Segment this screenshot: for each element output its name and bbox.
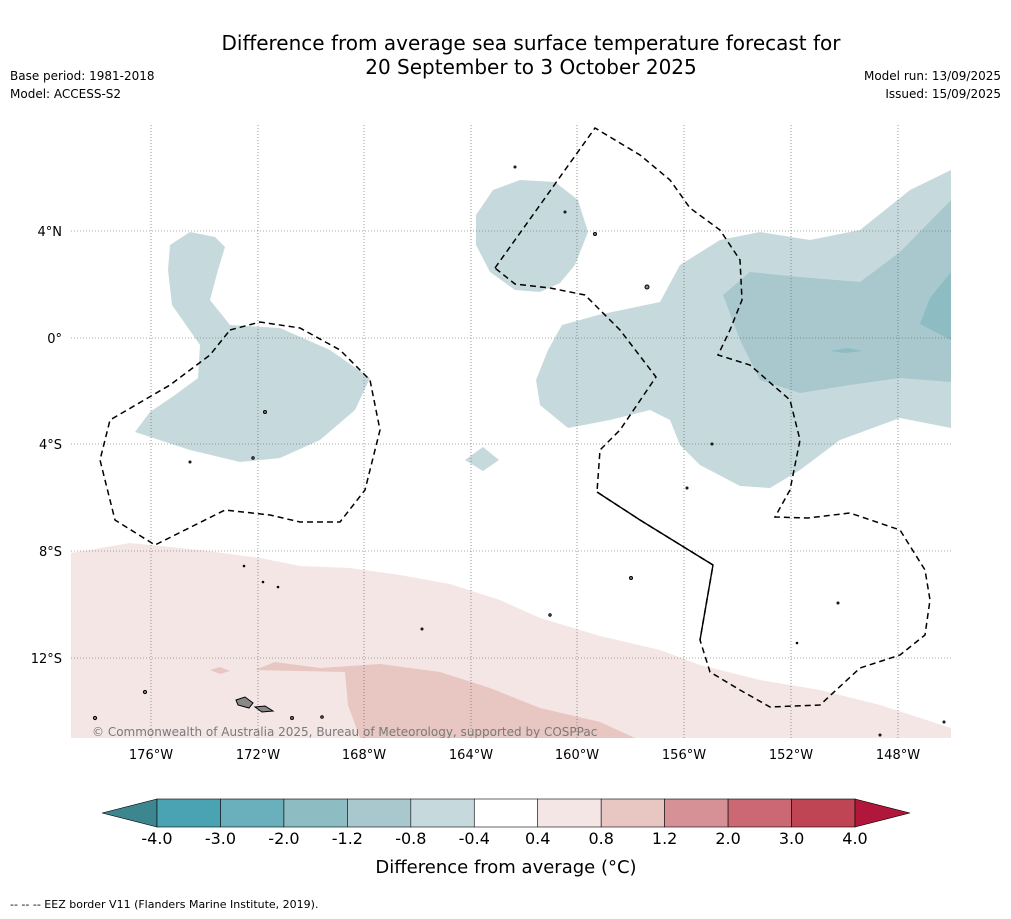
colorbar-swatch bbox=[664, 798, 729, 828]
colorbar-swatch bbox=[220, 798, 285, 828]
longitude-label: 148°W bbox=[876, 748, 920, 763]
longitude-label: 172°W bbox=[236, 748, 280, 763]
colorbar-tick-label: -0.8 bbox=[395, 829, 426, 848]
map-plot-area: © Commonwealth of Australia 2025, Bureau… bbox=[71, 125, 951, 739]
colorbar-tick-label: -3.0 bbox=[205, 829, 236, 848]
latitude-label: 12°S bbox=[31, 652, 62, 667]
base-period: Base period: 1981-2018 bbox=[10, 69, 155, 83]
colorbar-under-arrow bbox=[101, 798, 158, 828]
latitude-label: 4°N bbox=[38, 225, 63, 240]
colorbar-swatch bbox=[791, 798, 856, 828]
longitude-label: 168°W bbox=[342, 748, 386, 763]
meta-left: Base period: 1981-2018 Model: ACCESS-S2 bbox=[10, 67, 155, 103]
longitude-labels: 176°W 172°W 168°W 164°W 160°W 156°W 152°W 148°W bbox=[129, 748, 920, 763]
title-line-1: Difference from average sea surface temp… bbox=[221, 31, 841, 55]
island-savaii bbox=[235, 696, 254, 709]
colorbar-tick-label: -1.2 bbox=[332, 829, 363, 848]
longitude-label: 164°W bbox=[449, 748, 493, 763]
colorbar-tick-label: 0.8 bbox=[588, 829, 613, 848]
colorbar-tick-label: 4.0 bbox=[842, 829, 867, 848]
colorbar-tick-label: 2.0 bbox=[715, 829, 740, 848]
cool-anomaly-region-west bbox=[135, 232, 370, 462]
colorbar-swatch bbox=[537, 798, 602, 828]
longitude-label: 152°W bbox=[769, 748, 813, 763]
map-canvas: © Commonwealth of Australia 2025, Bureau… bbox=[31, 125, 951, 878]
longitude-label: 156°W bbox=[662, 748, 706, 763]
title-line-2: 20 September to 3 October 2025 bbox=[365, 55, 697, 79]
meta-right: Model run: 13/09/2025 Issued: 15/09/2025 bbox=[864, 67, 1001, 103]
colorbar-tick-label: 1.2 bbox=[652, 829, 677, 848]
islands bbox=[92, 165, 946, 737]
model-run: Model run: 13/09/2025 bbox=[863, 69, 1001, 83]
colorbar-swatch bbox=[410, 798, 475, 828]
eez-footnote: -- -- -- EEZ border V11 (Flanders Marine… bbox=[10, 898, 319, 911]
colorbar-tick-label: -4.0 bbox=[141, 829, 172, 848]
colorbar-swatch bbox=[347, 798, 412, 828]
colorbar-tick-label: -2.0 bbox=[268, 829, 299, 848]
copyright-notice: © Commonwealth of Australia 2025, Bureau… bbox=[92, 725, 597, 739]
maritime-boundary-solid bbox=[596, 491, 714, 641]
cool-anomaly-patch-small bbox=[465, 447, 499, 471]
latitude-labels: 4°N 0° 4°S 8°S 12°S bbox=[31, 225, 62, 667]
colorbar-swatches bbox=[156, 798, 856, 828]
colorbar-tick-labels: -4.0 -3.0 -2.0 -1.2 -0.8 -0.4 0.4 0.8 1.2 2.0 3.0 4… bbox=[141, 829, 867, 848]
colorbar-over-arrow bbox=[854, 798, 911, 828]
moderate-cool-anomaly-region bbox=[723, 200, 951, 393]
colorbar-swatch bbox=[600, 798, 665, 828]
eez-borders bbox=[99, 127, 931, 708]
colorbar-tick-label: -0.4 bbox=[459, 829, 490, 848]
latitude-label: 8°S bbox=[39, 545, 62, 560]
moderate-warm-anomaly-region bbox=[255, 662, 635, 738]
island-upolu bbox=[253, 705, 275, 713]
colorbar-tick-label: 3.0 bbox=[779, 829, 804, 848]
model-name: Model: ACCESS-S2 bbox=[10, 87, 122, 101]
colorbar: -4.0 -3.0 -2.0 -1.2 -0.8 -0.4 0.4 0.8 1.2 2.0 3.0 4… bbox=[101, 798, 911, 878]
colorbar-swatch bbox=[473, 798, 539, 828]
longitude-label: 176°W bbox=[129, 748, 173, 763]
colorbar-tick-label: 0.4 bbox=[525, 829, 550, 848]
warm-anomaly-region bbox=[71, 543, 951, 738]
graticule bbox=[71, 125, 951, 738]
issued-date: Issued: 15/09/2025 bbox=[885, 87, 1001, 101]
eez-border-central bbox=[493, 127, 931, 708]
warm-anomaly-patch bbox=[210, 667, 230, 674]
cool-anomaly-region-north bbox=[476, 180, 588, 292]
strong-cool-anomaly-region bbox=[920, 272, 951, 340]
latitude-label: 4°S bbox=[39, 438, 62, 453]
map-title: Difference from average sea surface temp… bbox=[0, 31, 1011, 79]
colorbar-swatch bbox=[727, 798, 792, 828]
strong-cool-anomaly-patch bbox=[830, 348, 862, 353]
colorbar-swatch bbox=[156, 798, 221, 828]
colorbar-swatch bbox=[283, 798, 348, 828]
colorbar-title: Difference from average (°C) bbox=[375, 857, 636, 878]
longitude-label: 160°W bbox=[555, 748, 599, 763]
latitude-label: 0° bbox=[47, 332, 62, 347]
